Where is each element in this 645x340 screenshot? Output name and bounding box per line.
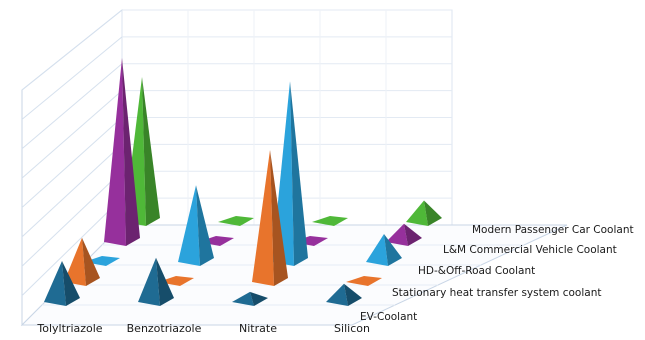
cone-stationary-heat-transfer-system-coolant-nitrate <box>252 150 288 286</box>
cone-face-left <box>104 58 126 246</box>
cone-face-right <box>196 185 214 266</box>
gridline <box>21 117 123 208</box>
gridline <box>21 36 123 120</box>
cone-face-right <box>156 257 174 306</box>
cone-face-left <box>252 150 274 286</box>
cone-l-m-commercial-vehicle-coolant-silicon <box>386 223 422 246</box>
category-label: Benzotriazole <box>126 322 202 335</box>
cone-face-left <box>366 234 388 266</box>
gridline <box>21 90 123 179</box>
cone-ev-coolant-tolyltriazole <box>44 261 80 306</box>
cone-face-left <box>232 291 254 306</box>
series-label: L&M Commercial Vehicle Coolant <box>443 244 617 256</box>
category-label: Silicon <box>334 322 370 335</box>
cone-ev-coolant-silicon <box>326 283 362 306</box>
cone-hd-off-road-coolant-silicon <box>366 234 402 266</box>
cone-modern-passenger-car-coolant-nitrate <box>312 216 348 226</box>
cone-face-right <box>122 58 140 246</box>
category-label: Nitrate <box>239 322 277 335</box>
cone-face-left <box>64 237 86 286</box>
chart-marks <box>44 58 442 306</box>
cone-face-left <box>138 257 160 306</box>
cone-face-right <box>404 223 422 246</box>
flat-mark <box>218 216 254 226</box>
cone-face-right <box>270 150 288 286</box>
chart-gridlines <box>21 9 452 326</box>
cone-face-left <box>326 283 348 306</box>
cone-face-right <box>290 81 308 266</box>
cone-face-left <box>386 223 408 246</box>
cone-face-right <box>250 291 268 306</box>
gridline <box>21 170 123 267</box>
flat-mark <box>346 276 382 286</box>
gridline <box>21 63 123 150</box>
series-label: Modern Passenger Car Coolant <box>472 224 634 236</box>
cone-face-right <box>384 234 402 266</box>
series-label: EV-Coolant <box>360 311 418 323</box>
cone-l-m-commercial-vehicle-coolant-tolyltriazole <box>104 58 140 246</box>
cone-face-right <box>62 261 80 306</box>
cone-face-right <box>344 283 362 306</box>
cone-modern-passenger-car-coolant-benzotriazole <box>218 216 254 226</box>
series-label: Stationary heat transfer system coolant <box>392 287 602 299</box>
cone-face-left <box>178 185 200 266</box>
gridline <box>21 144 123 238</box>
cone-face-right <box>424 200 442 226</box>
cone-stationary-heat-transfer-system-coolant-silicon <box>346 276 382 286</box>
cone-face-right <box>82 237 100 286</box>
category-label: Tolyltriazole <box>37 322 103 335</box>
flat-mark <box>312 216 348 226</box>
cone-face-left <box>406 200 428 226</box>
cone-ev-coolant-nitrate <box>232 291 268 306</box>
gridline <box>21 197 123 296</box>
gridline <box>21 9 123 91</box>
cone-face-left <box>44 261 66 306</box>
cone-hd-off-road-coolant-benzotriazole <box>178 185 214 266</box>
cone-stationary-heat-transfer-system-coolant-tolyltriazole <box>64 237 100 286</box>
series-label: HD-&Off-Road Coolant <box>418 265 536 277</box>
cone-modern-passenger-car-coolant-silicon <box>406 200 442 226</box>
cone-face-right <box>142 77 160 226</box>
cone-ev-coolant-benzotriazole <box>138 257 174 306</box>
